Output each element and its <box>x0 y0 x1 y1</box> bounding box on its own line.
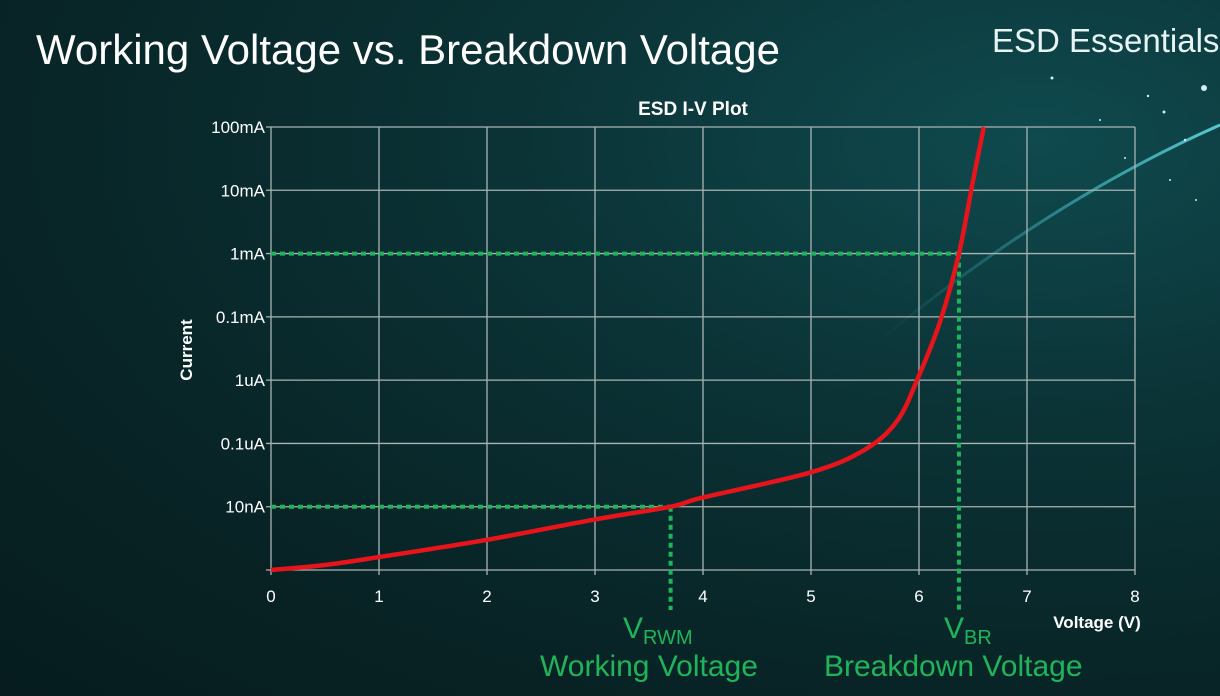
x-tick-label: 6 <box>914 587 923 606</box>
y-tick-label: 1uA <box>235 371 266 390</box>
star-dots <box>1050 76 1207 201</box>
y-tick-label: 10mA <box>221 181 266 200</box>
x-tick-label: 4 <box>698 587 707 606</box>
vrwm-subscript: RWM <box>643 627 693 649</box>
x-tick-label: 1 <box>374 587 383 606</box>
chart-title: ESD I-V Plot <box>638 99 748 120</box>
breakdown-voltage-label: Breakdown Voltage <box>824 650 1083 683</box>
vrwm-symbol: VRWM <box>623 612 693 650</box>
y-tick-label: 0.1mA <box>216 308 266 327</box>
light-streak <box>879 123 1220 342</box>
y-tick-label: 100mA <box>211 118 266 137</box>
iv-curve <box>270 126 987 573</box>
vrwm-v: V <box>623 612 644 645</box>
x-tick-label: 3 <box>590 587 599 606</box>
y-tick-label: 0.1uA <box>221 434 266 453</box>
y-tick-label: 1mA <box>230 245 266 264</box>
x-axis-label: Voltage (V) <box>1053 613 1141 632</box>
y-axis-label: Current <box>177 319 196 381</box>
x-tick-label: 0 <box>266 587 275 606</box>
y-tick-label: 10nA <box>225 498 265 517</box>
x-tick-label: 7 <box>1022 587 1031 606</box>
vbr-v: V <box>944 612 965 645</box>
x-tick-label: 8 <box>1130 587 1139 606</box>
x-tick-label: 5 <box>806 587 815 606</box>
brand-logo-text: ESD Essentials <box>992 22 1220 59</box>
slide-title: Working Voltage vs. Breakdown Voltage <box>36 26 781 73</box>
working-voltage-label: Working Voltage <box>540 650 758 683</box>
x-tick-label: 2 <box>482 587 491 606</box>
vbr-symbol: VBR <box>944 612 992 650</box>
vbr-subscript: BR <box>964 627 992 649</box>
